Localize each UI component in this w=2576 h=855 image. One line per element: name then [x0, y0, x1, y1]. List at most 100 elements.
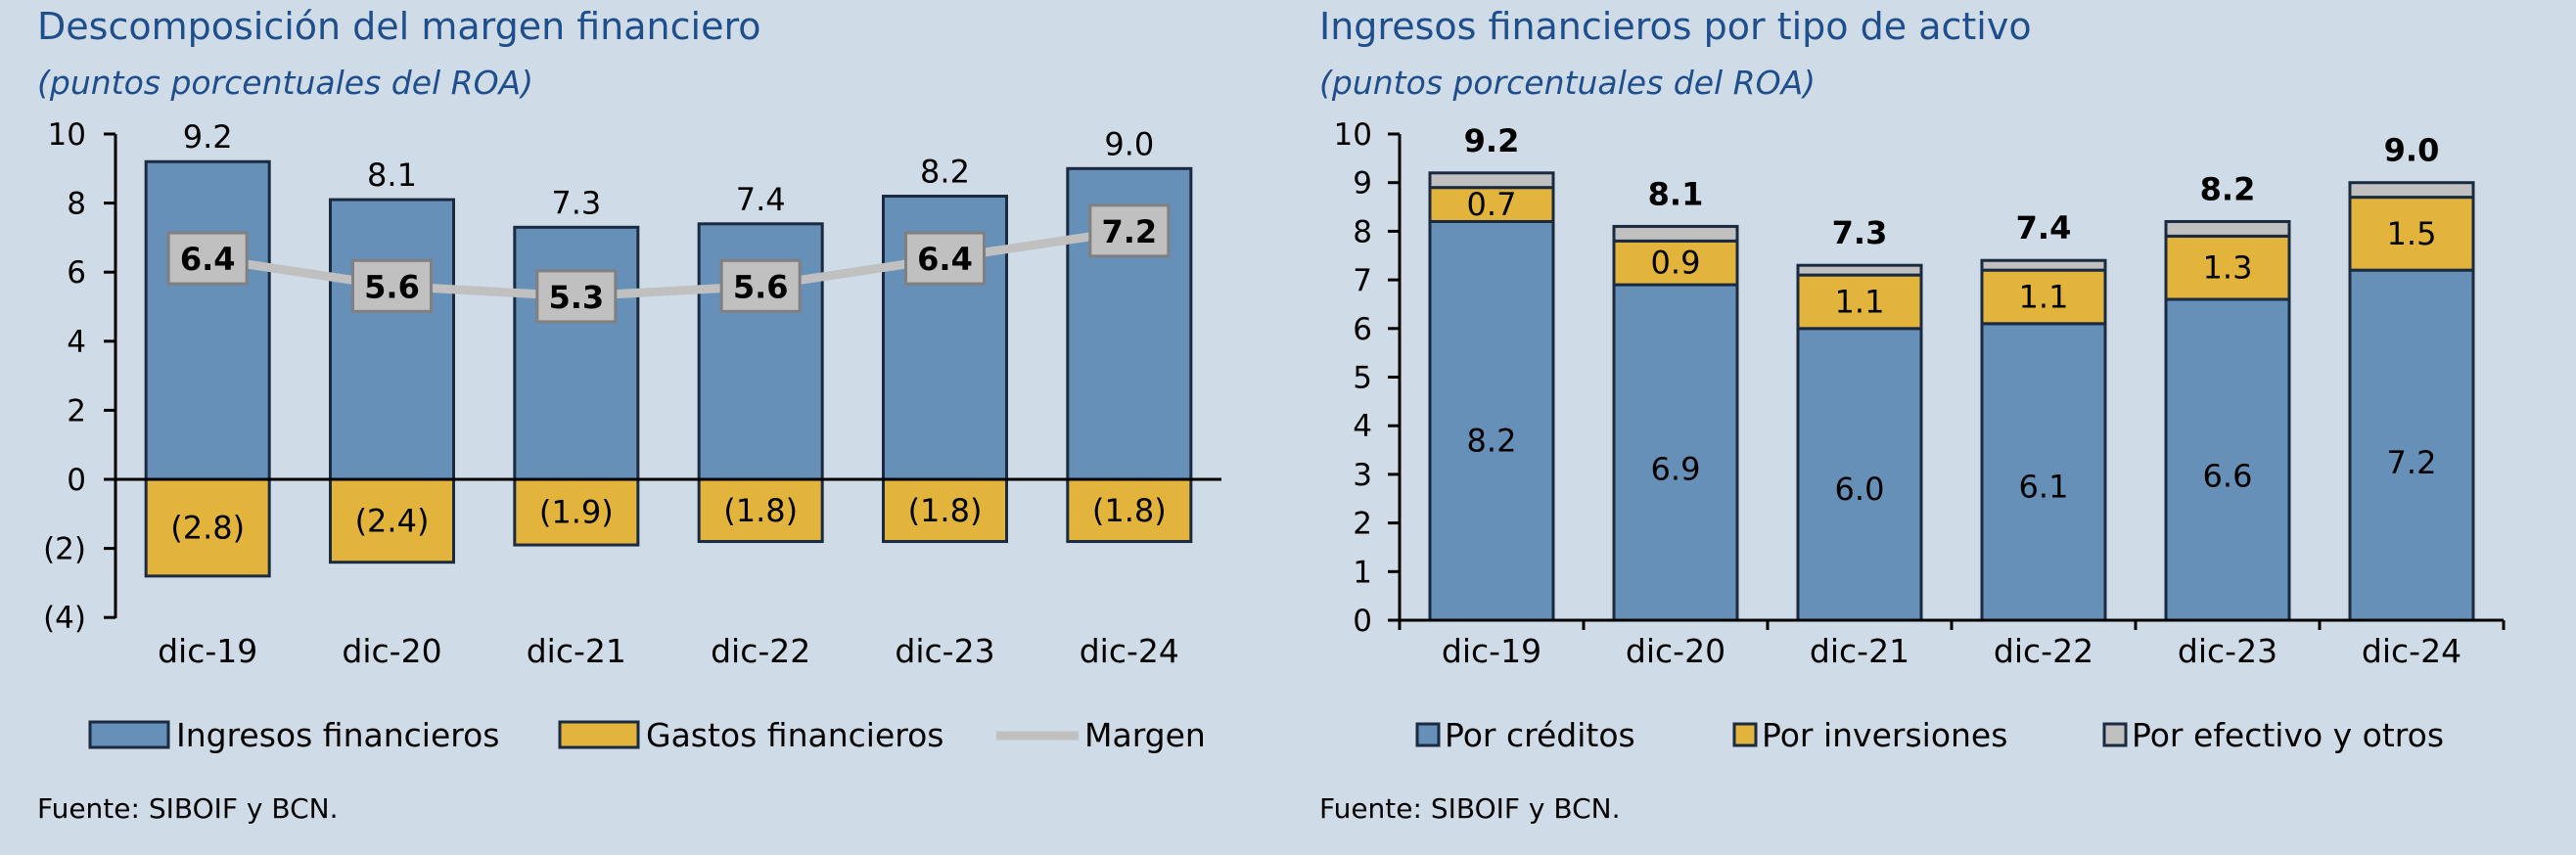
- gastos-label: (1.8): [908, 492, 983, 529]
- right-y-tick-label: 5: [1353, 361, 1372, 396]
- legend-ingresos-swatch: [88, 720, 170, 749]
- inversiones-label: 0.9: [1651, 245, 1701, 282]
- left-y-tick-label: 4: [67, 325, 86, 360]
- legend-inversiones-label: Por inversiones: [1762, 716, 2007, 754]
- left-legend: Ingresos financieros Gastos financieros Ma…: [88, 716, 1206, 754]
- legend-margen-label: Margen: [1084, 716, 1206, 754]
- total-label: 7.3: [1832, 214, 1888, 251]
- left-y-tick-label: (4): [43, 601, 86, 636]
- margen-label: 7.2: [1101, 213, 1157, 250]
- inversiones-label: 1.1: [1835, 283, 1885, 320]
- total-label: 8.2: [2200, 170, 2256, 207]
- left-chart-subtitle: (puntos porcentuales del ROA): [37, 64, 533, 102]
- right-x-tick-label: dic-19: [1442, 632, 1541, 670]
- ingresos-label: 9.0: [1104, 125, 1154, 162]
- total-label: 7.4: [2016, 209, 2072, 247]
- left-x-tick-label: dic-19: [158, 632, 257, 670]
- legend-gastos-swatch: [558, 720, 640, 749]
- right-y-tick-label: 7: [1353, 263, 1372, 298]
- left-y-tick-label: 8: [67, 187, 86, 222]
- right-y-tick-label: 0: [1353, 604, 1372, 639]
- left-plot-area: 10 8 6 4 2 0 (2) (4) 9.2 (2.8) dic-19 8.1 (2.4) dic-2…: [43, 117, 1221, 670]
- right-x-tick-label: dic-20: [1626, 632, 1725, 670]
- gastos-label: (2.8): [170, 509, 245, 546]
- left-y-tick-label: (2): [43, 532, 86, 567]
- ingresos-bar: [513, 225, 640, 481]
- right-source-note: Fuente: SIBOIF y BCN.: [1319, 792, 1620, 825]
- right-y-tick-label: 4: [1353, 409, 1372, 444]
- right-x-tick-label: dic-24: [2362, 632, 2461, 670]
- margen-label: 5.6: [364, 268, 420, 305]
- efectivo-bar: [1612, 224, 1739, 243]
- creditos-label: 6.6: [2203, 457, 2253, 494]
- right-chart-title: Ingresos financieros por tipo de activo: [1319, 5, 2032, 48]
- gastos-label: (1.9): [539, 494, 614, 531]
- margen-marker: [166, 231, 249, 286]
- total-label: 8.1: [1648, 175, 1704, 212]
- legend-creditos-label: Por créditos: [1445, 716, 1635, 754]
- left-chart-title: Descomposición del margen financiero: [37, 5, 761, 48]
- inversiones-label: 1.1: [2019, 278, 2069, 315]
- efectivo-bar: [2348, 181, 2475, 200]
- gastos-label: (2.4): [355, 502, 430, 539]
- margen-marker: [1088, 203, 1171, 258]
- efectivo-bar: [1428, 171, 1555, 190]
- margen-marker: [904, 231, 986, 286]
- margen-label: 6.4: [180, 241, 236, 278]
- creditos-bar: [1612, 283, 1739, 622]
- gastos-label: (1.8): [723, 492, 798, 529]
- left-x-tick-label: dic-22: [711, 632, 810, 670]
- total-label: 9.2: [1464, 122, 1520, 159]
- margen-marker: [351, 258, 433, 313]
- margen-label: 6.4: [917, 241, 973, 278]
- right-x-tick-label: dic-23: [2178, 632, 2277, 670]
- right-chart-subtitle: (puntos porcentuales del ROA): [1319, 64, 1816, 102]
- right-y-tick-label: 1: [1353, 555, 1372, 590]
- inversiones-label: 0.7: [1467, 186, 1517, 223]
- left-x-tick-label: dic-21: [527, 632, 626, 670]
- creditos-bar: [1796, 327, 1923, 622]
- ingresos-label: 9.2: [183, 118, 233, 156]
- margen-label: 5.3: [548, 279, 604, 316]
- left-y-tick-label: 6: [67, 255, 86, 291]
- margen-label: 5.6: [733, 268, 789, 305]
- right-y-tick-label: 2: [1353, 507, 1372, 542]
- legend-ingresos-label: Ingresos financieros: [176, 716, 499, 754]
- gastos-bar: [1066, 477, 1193, 544]
- left-y-tick-label: 2: [67, 393, 86, 428]
- margen-marker: [719, 258, 802, 313]
- right-y-tick-label: 10: [1334, 117, 1372, 153]
- creditos-bar: [2348, 268, 2475, 622]
- inversiones-bar: [2348, 196, 2475, 272]
- right-legend: Por créditos Por inversiones Por efectivo …: [1415, 716, 2444, 754]
- right-y-tick-label: 9: [1353, 166, 1372, 202]
- inversiones-bar: [1428, 186, 1555, 223]
- inversiones-label: 1.5: [2387, 215, 2437, 252]
- left-x-tick-label: dic-24: [1080, 632, 1179, 670]
- right-plot-area: 1098765432108.20.79.2dic-196.90.98.1dic-…: [1334, 117, 2506, 670]
- left-x-tick-label: dic-20: [342, 632, 441, 670]
- creditos-label: 6.1: [2019, 469, 2069, 506]
- right-x-tick-label: dic-22: [1994, 632, 2093, 670]
- gastos-label: (1.8): [1092, 492, 1167, 529]
- efectivo-bar: [1796, 263, 1923, 277]
- efectivo-bar: [1980, 258, 2107, 272]
- efectivo-bar: [2164, 219, 2291, 238]
- creditos-label: 8.2: [1467, 423, 1517, 460]
- legend-efectivo-swatch: [2102, 722, 2128, 747]
- left-x-tick-label: dic-23: [895, 632, 994, 670]
- left-y-tick-label: 10: [48, 117, 86, 153]
- left-y-tick-label: 0: [67, 463, 86, 498]
- total-label: 9.0: [2384, 132, 2440, 169]
- left-source-note: Fuente: SIBOIF y BCN.: [37, 792, 338, 825]
- creditos-bar: [1980, 322, 2107, 622]
- ingresos-bar: [144, 159, 271, 481]
- creditos-bar: [1428, 219, 1555, 622]
- inversiones-label: 1.3: [2203, 249, 2253, 287]
- legend-inversiones-swatch: [1732, 722, 1758, 747]
- inversiones-bar: [1796, 273, 1923, 331]
- ingresos-bar: [329, 198, 455, 481]
- ingresos-label: 8.1: [367, 157, 417, 194]
- inversiones-bar: [1980, 268, 2107, 326]
